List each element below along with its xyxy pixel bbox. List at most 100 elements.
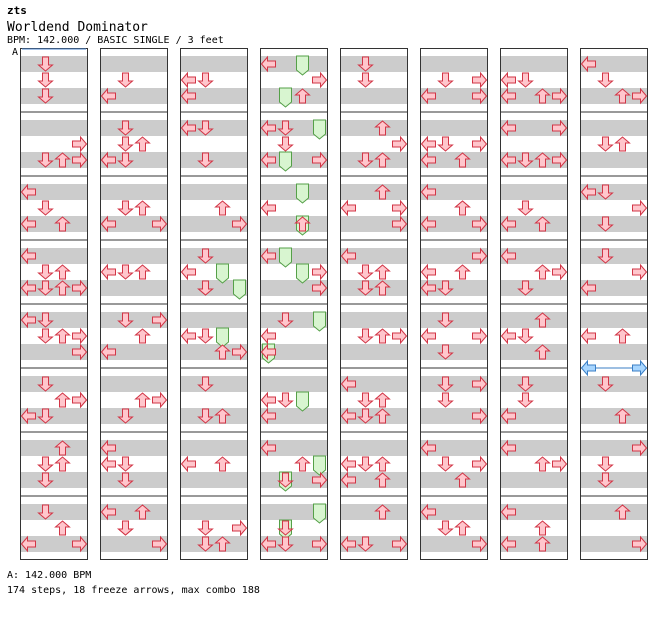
tap-arrow <box>277 136 294 152</box>
tap-arrow <box>72 279 88 297</box>
beat-stripe <box>580 248 648 264</box>
beat-stripe <box>500 344 568 360</box>
beat-stripe <box>100 440 168 456</box>
speed-marker: A <box>12 47 19 58</box>
tap-arrow <box>100 503 116 521</box>
beat-stripe <box>100 56 168 72</box>
beat-stripe <box>180 56 248 72</box>
beat-stripe <box>260 248 328 264</box>
tap-arrow <box>117 152 134 168</box>
tap-arrow <box>374 456 391 472</box>
tap-arrow <box>180 71 196 89</box>
tap-arrow <box>392 535 408 553</box>
tap-arrow <box>214 536 231 552</box>
beat-stripe <box>340 184 408 200</box>
freeze-arrow <box>216 263 229 284</box>
beat-stripe <box>420 312 488 328</box>
tap-arrow <box>312 263 328 281</box>
tap-arrow <box>437 376 454 392</box>
beat-stripe <box>20 280 88 296</box>
beat-stripe <box>340 536 408 552</box>
tap-arrow <box>72 343 88 361</box>
tap-arrow <box>517 200 534 216</box>
beat-stripe <box>340 216 408 232</box>
tap-arrow <box>100 215 116 233</box>
tap-arrow <box>420 151 436 169</box>
tap-arrow <box>117 264 134 280</box>
tap-arrow <box>54 520 71 536</box>
tap-arrow <box>20 279 36 297</box>
beat-stripe <box>260 408 328 424</box>
tap-arrow <box>152 311 168 329</box>
tap-arrow <box>54 216 71 232</box>
tap-arrow <box>420 503 436 521</box>
tap-arrow <box>312 71 328 89</box>
beat-stripe <box>260 472 328 488</box>
tap-arrow <box>420 87 436 105</box>
tap-arrow <box>37 280 54 296</box>
beat-stripe <box>180 376 248 392</box>
tap-arrow <box>197 120 214 136</box>
beat-stripe <box>580 152 648 168</box>
tap-arrow <box>500 71 516 89</box>
tap-arrow <box>517 376 534 392</box>
tap-arrow <box>500 119 516 137</box>
tap-arrow <box>37 56 54 72</box>
tap-arrow <box>597 72 614 88</box>
tap-arrow <box>534 312 551 328</box>
tap-arrow <box>37 88 54 104</box>
beat-stripe <box>260 88 328 104</box>
tap-arrow <box>100 343 116 361</box>
freeze-arrow <box>296 263 309 284</box>
tap-arrow <box>312 279 328 297</box>
tap-arrow <box>580 55 596 73</box>
beat-stripe <box>20 376 88 392</box>
tap-arrow <box>214 344 231 360</box>
beat-stripe <box>100 280 168 296</box>
beat-stripe <box>100 120 168 136</box>
beat-stripe <box>580 504 648 520</box>
tap-arrow <box>357 408 374 424</box>
beat-stripe <box>260 120 328 136</box>
tap-arrow <box>552 263 568 281</box>
tap-arrow <box>472 87 488 105</box>
tap-arrow <box>357 72 374 88</box>
tap-arrow <box>134 264 151 280</box>
tap-arrow <box>500 407 516 425</box>
beat-stripe <box>420 216 488 232</box>
tap-arrow <box>517 280 534 296</box>
beat-stripe <box>580 536 648 552</box>
beat-stripe <box>500 184 568 200</box>
tap-arrow <box>437 520 454 536</box>
beat-stripe <box>180 216 248 232</box>
tap-arrow <box>312 151 328 169</box>
freeze-arrow <box>233 279 246 300</box>
tap-arrow <box>100 439 116 457</box>
beat-stripe <box>420 504 488 520</box>
beat-stripe <box>20 120 88 136</box>
tap-arrow <box>54 152 71 168</box>
chart-meta: BPM: 142.000 / BASIC SINGLE / 3 feet <box>7 35 224 46</box>
tap-arrow <box>197 536 214 552</box>
tap-arrow <box>614 88 631 104</box>
beat-stripe <box>500 408 568 424</box>
beat-stripe <box>420 152 488 168</box>
tap-arrow <box>180 263 196 281</box>
tap-arrow <box>500 151 516 169</box>
tap-arrow <box>597 184 614 200</box>
tap-arrow <box>72 535 88 553</box>
beat-stripe <box>500 472 568 488</box>
tap-arrow <box>260 55 276 73</box>
tap-arrow <box>420 215 436 233</box>
tap-arrow <box>180 87 196 105</box>
beat-stripe <box>500 120 568 136</box>
tap-arrow <box>437 344 454 360</box>
tap-arrow <box>340 375 356 393</box>
tap-arrow <box>340 535 356 553</box>
tap-arrow <box>392 199 408 217</box>
tap-arrow <box>454 152 471 168</box>
tap-arrow <box>277 120 294 136</box>
tap-arrow <box>232 343 248 361</box>
beat-stripe <box>180 248 248 264</box>
tap-arrow <box>20 247 36 265</box>
